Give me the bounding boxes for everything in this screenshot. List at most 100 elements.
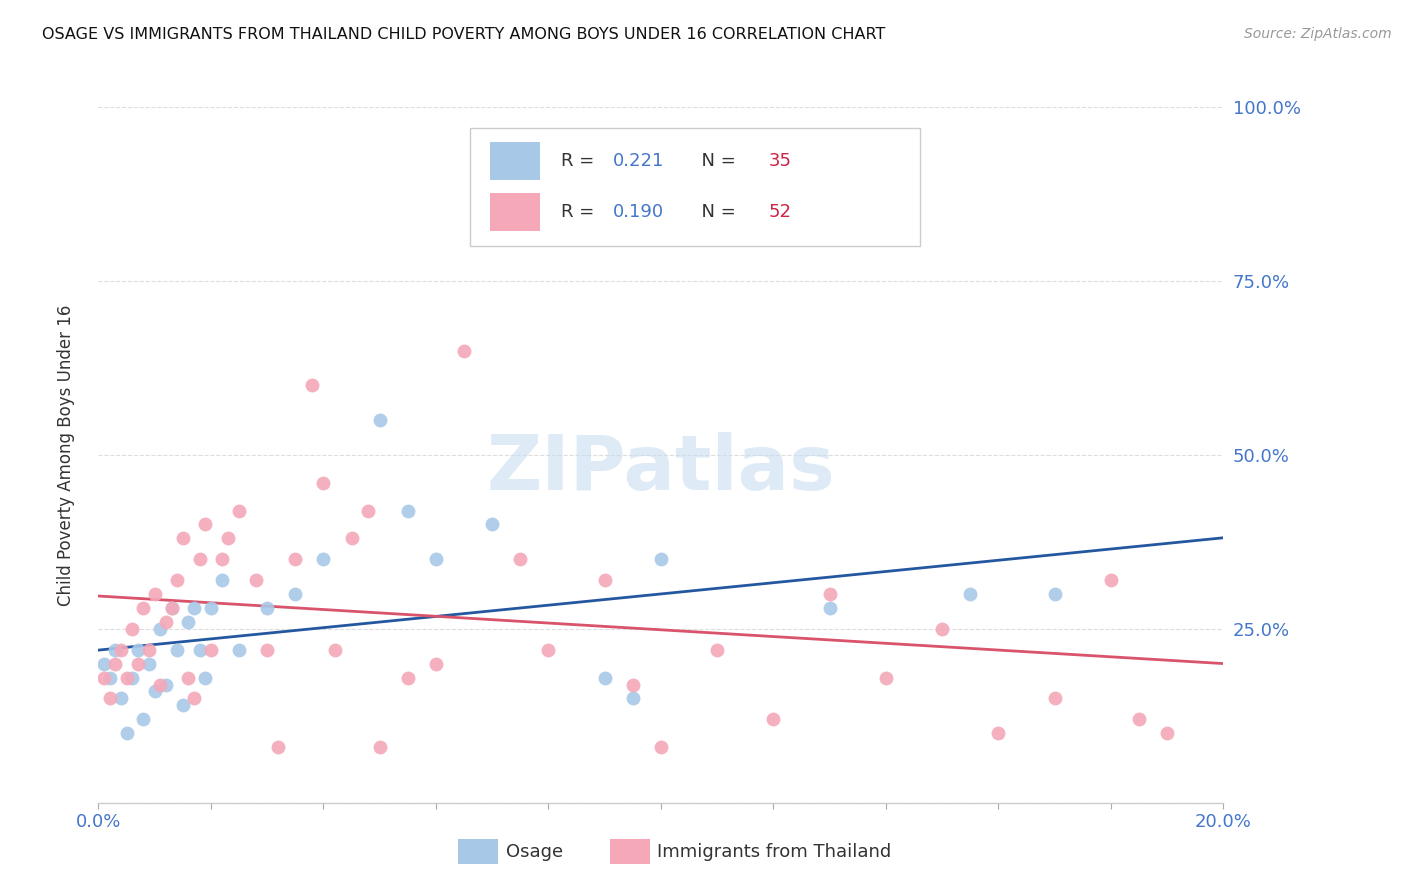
Point (1043, 587, 1066, 601)
Text: R =: R = (561, 152, 600, 170)
Point (453, 343, 475, 358)
Point (98, 691, 121, 706)
Point (132, 601, 155, 615)
Text: 52: 52 (769, 202, 792, 220)
Text: N =: N = (690, 202, 741, 220)
Point (396, 503, 419, 517)
Point (155, 677, 177, 691)
Point (228, 642, 250, 657)
Point (127, 657, 149, 671)
Point (959, 587, 981, 601)
Point (593, 671, 616, 685)
Point (183, 691, 205, 706)
Point (115, 671, 138, 685)
Point (93, 657, 115, 671)
Point (621, 691, 644, 706)
Point (149, 622, 172, 636)
Point (256, 642, 278, 657)
Point (177, 671, 200, 685)
Point (621, 677, 644, 691)
Point (143, 684, 166, 698)
Point (160, 601, 183, 615)
Point (267, 740, 290, 755)
Point (121, 622, 143, 636)
Point (138, 657, 160, 671)
Point (104, 657, 127, 671)
Bar (489, 142, 540, 180)
Point (481, 204, 503, 219)
Point (650, 552, 672, 566)
Point (104, 642, 127, 657)
Point (425, 552, 447, 566)
Text: Immigrants from Thailand: Immigrants from Thailand (658, 843, 891, 861)
Text: 0.221: 0.221 (613, 152, 664, 170)
Point (166, 573, 188, 587)
Point (172, 698, 194, 713)
Point (200, 601, 222, 615)
Point (537, 642, 560, 657)
Bar (458, 839, 498, 864)
Point (987, 726, 1010, 740)
Point (138, 642, 160, 657)
Point (650, 740, 672, 755)
Point (357, 503, 380, 517)
Text: OSAGE VS IMMIGRANTS FROM THAILAND CHILD POVERTY AMONG BOYS UNDER 16 CORRELATION : OSAGE VS IMMIGRANTS FROM THAILAND CHILD … (42, 27, 886, 42)
Point (762, 712, 785, 726)
Point (284, 552, 307, 566)
Point (110, 691, 132, 706)
Point (143, 587, 166, 601)
Point (194, 671, 217, 685)
Point (1128, 712, 1150, 726)
Bar (610, 839, 650, 864)
Point (340, 532, 363, 546)
Point (1099, 573, 1122, 587)
Point (256, 601, 278, 615)
Text: R =: R = (561, 202, 600, 220)
Text: Source: ZipAtlas.com: Source: ZipAtlas.com (1244, 27, 1392, 41)
Point (160, 601, 183, 615)
Point (818, 587, 841, 601)
Point (245, 573, 267, 587)
Point (183, 601, 205, 615)
Point (481, 517, 503, 532)
Bar (489, 193, 540, 231)
Point (211, 573, 233, 587)
Point (228, 503, 250, 517)
Point (188, 552, 211, 566)
Point (149, 677, 172, 691)
Point (121, 671, 143, 685)
Point (323, 642, 346, 657)
Point (217, 532, 239, 546)
Point (875, 671, 897, 685)
Y-axis label: Child Poverty Among Boys Under 16: Child Poverty Among Boys Under 16 (56, 304, 75, 606)
Point (98, 671, 121, 685)
Text: 0.190: 0.190 (613, 202, 664, 220)
Point (200, 642, 222, 657)
Point (127, 642, 149, 657)
Point (1043, 691, 1066, 706)
Point (396, 671, 419, 685)
Point (368, 413, 391, 427)
Point (115, 726, 138, 740)
Text: Osage: Osage (506, 843, 562, 861)
Point (211, 552, 233, 566)
Text: N =: N = (690, 152, 741, 170)
Point (155, 615, 177, 629)
Point (188, 642, 211, 657)
Point (593, 573, 616, 587)
Point (132, 712, 155, 726)
Point (312, 552, 335, 566)
Point (509, 552, 531, 566)
Point (931, 622, 953, 636)
Text: 35: 35 (769, 152, 792, 170)
Point (368, 740, 391, 755)
Point (166, 642, 188, 657)
Point (706, 642, 728, 657)
Point (172, 532, 194, 546)
Point (425, 657, 447, 671)
Point (110, 642, 132, 657)
Text: ZIPatlas: ZIPatlas (486, 432, 835, 506)
Bar (470, 128, 920, 246)
Point (194, 517, 217, 532)
Point (284, 587, 307, 601)
